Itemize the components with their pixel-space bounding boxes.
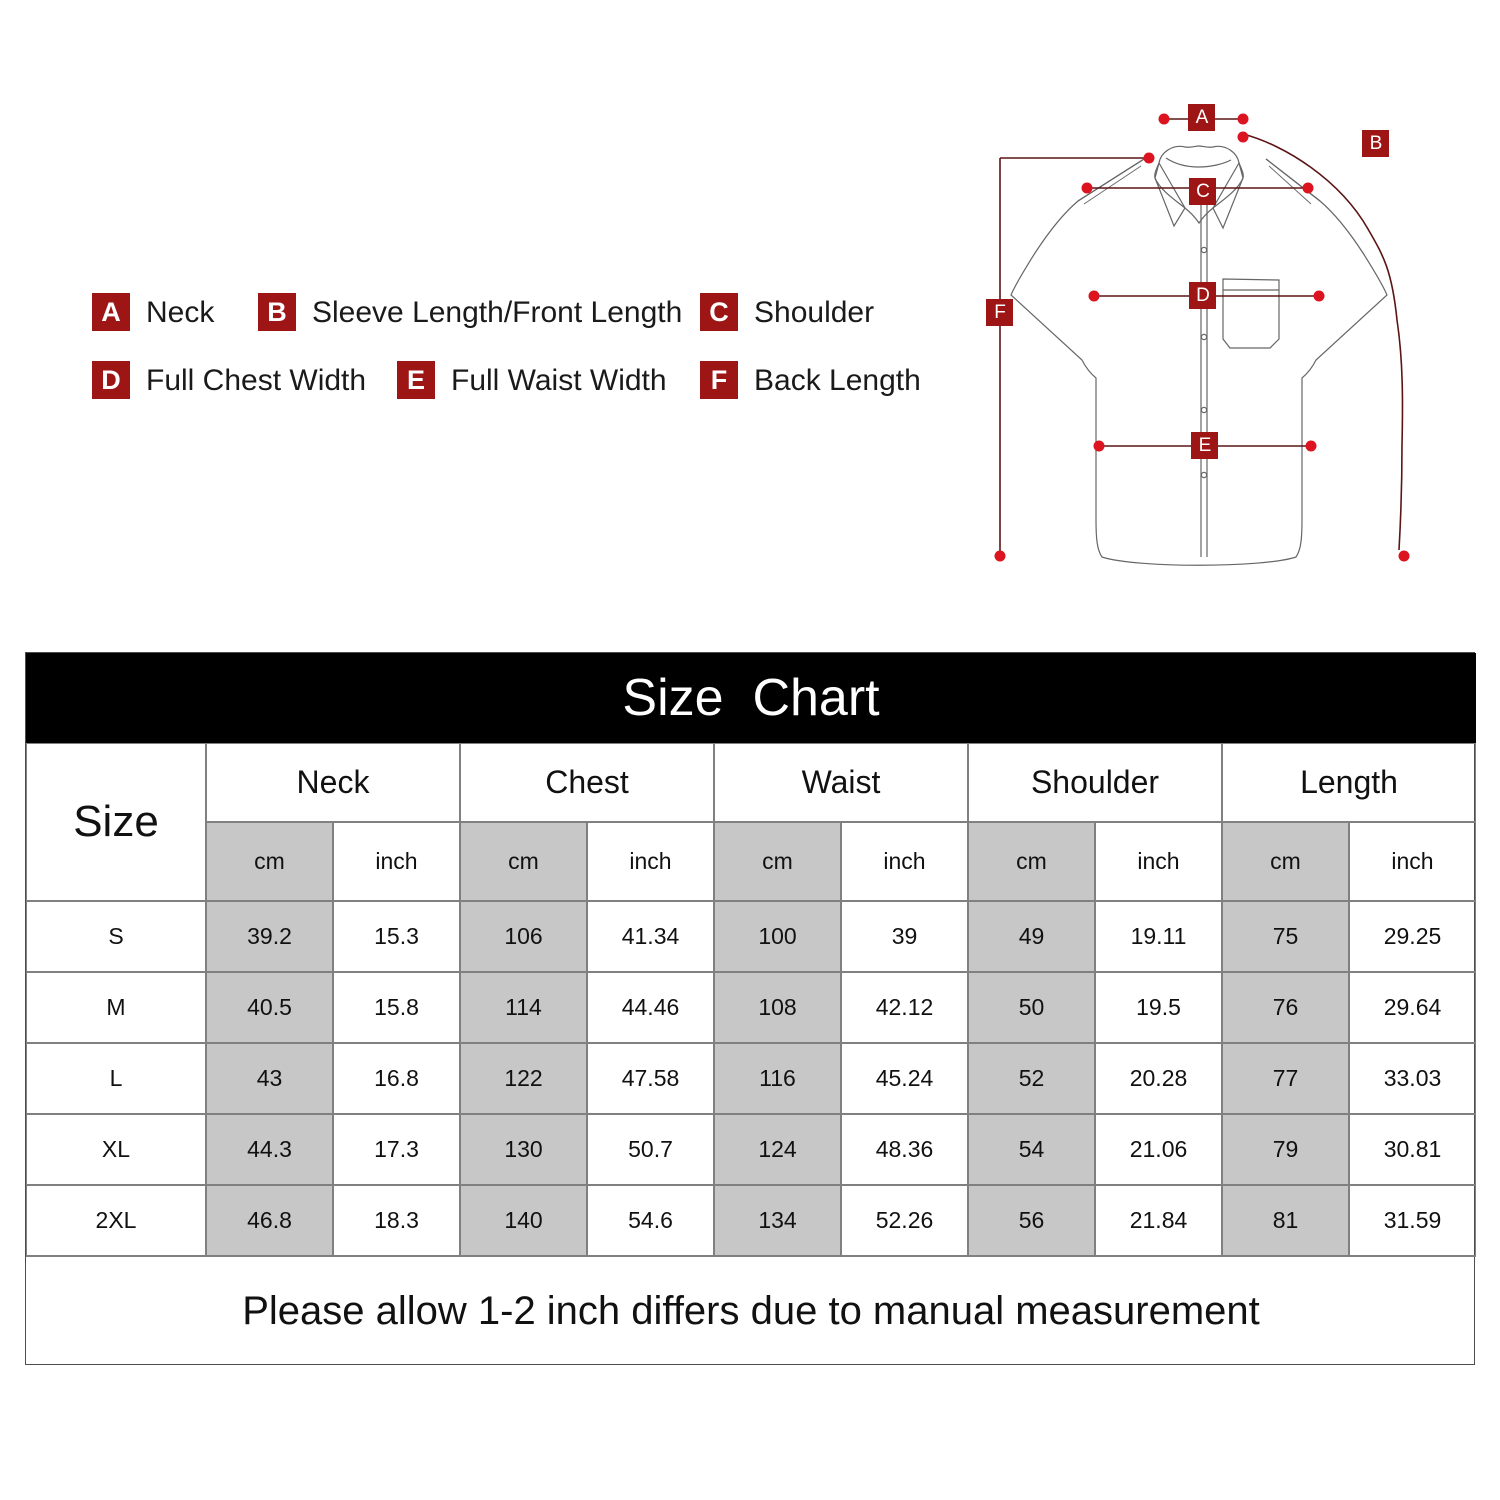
- svg-text:A: A: [1196, 107, 1209, 128]
- svg-text:B: B: [1370, 133, 1383, 154]
- svg-text:E: E: [1199, 435, 1212, 456]
- svg-text:C: C: [1196, 181, 1210, 202]
- svg-text:D: D: [1196, 285, 1210, 306]
- svg-text:F: F: [994, 302, 1006, 323]
